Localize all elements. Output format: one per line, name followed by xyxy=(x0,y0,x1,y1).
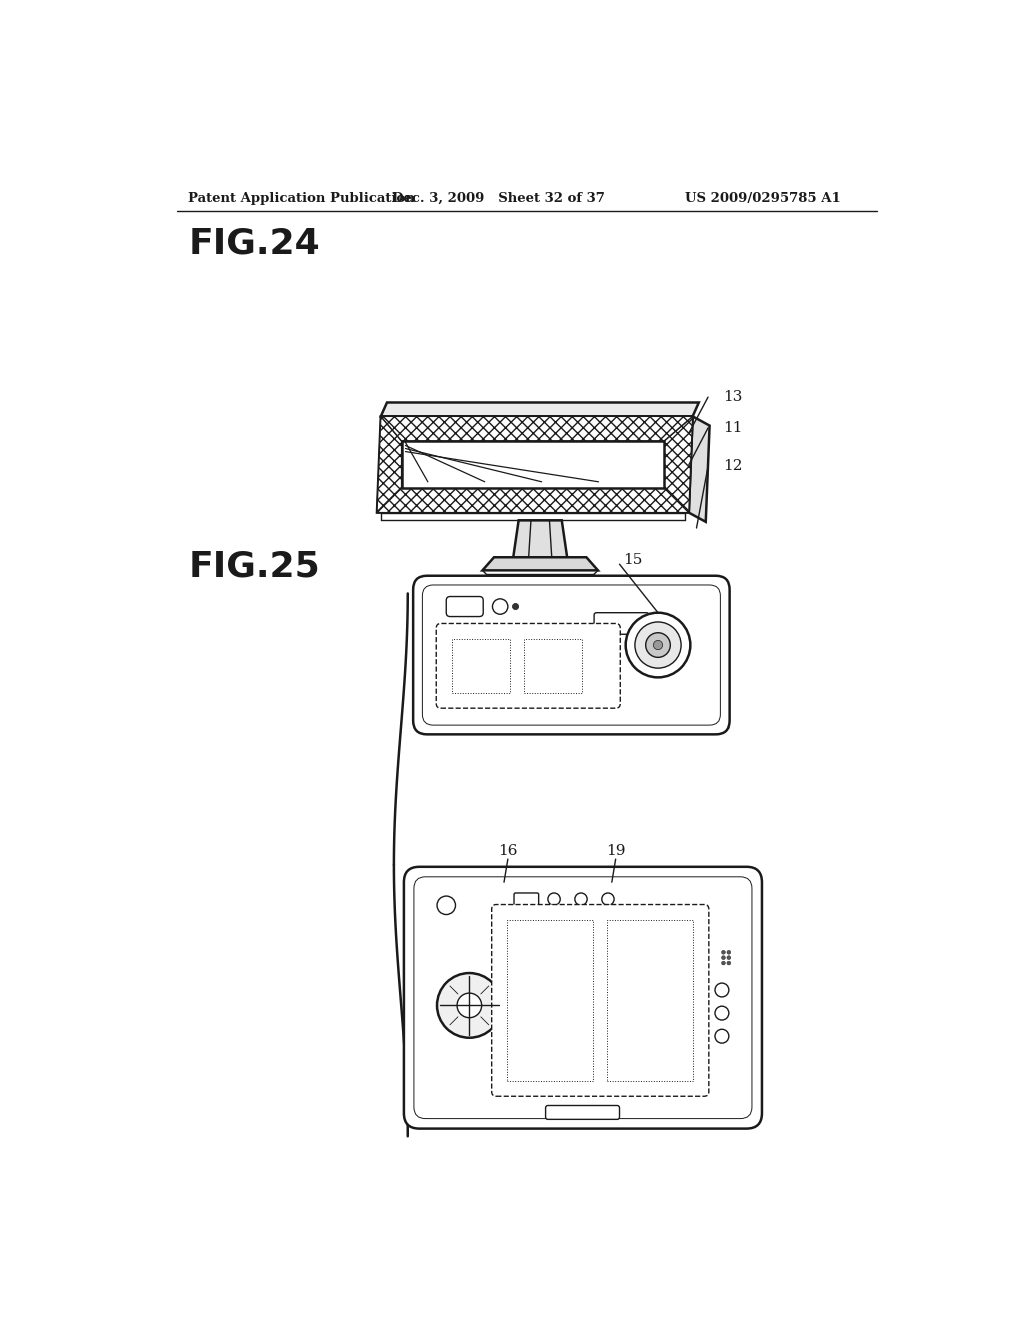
Text: 12: 12 xyxy=(724,459,743,474)
Polygon shape xyxy=(665,416,692,512)
Circle shape xyxy=(626,612,690,677)
Circle shape xyxy=(722,956,725,960)
Polygon shape xyxy=(482,557,598,570)
Polygon shape xyxy=(377,416,692,512)
Circle shape xyxy=(653,640,663,649)
Bar xyxy=(523,639,582,693)
Polygon shape xyxy=(377,416,401,512)
Polygon shape xyxy=(381,403,698,416)
Text: 16: 16 xyxy=(498,845,517,858)
Circle shape xyxy=(457,993,481,1018)
Polygon shape xyxy=(746,882,758,1118)
FancyBboxPatch shape xyxy=(436,623,621,708)
Circle shape xyxy=(727,956,731,960)
FancyBboxPatch shape xyxy=(594,612,649,635)
Circle shape xyxy=(574,892,587,906)
Circle shape xyxy=(715,1030,729,1043)
Circle shape xyxy=(722,950,725,954)
Circle shape xyxy=(512,603,518,610)
Text: FIG.25: FIG.25 xyxy=(188,549,321,583)
Text: 15: 15 xyxy=(624,553,643,568)
Text: FIG.24: FIG.24 xyxy=(188,226,321,260)
FancyBboxPatch shape xyxy=(546,1106,620,1119)
FancyBboxPatch shape xyxy=(514,892,539,907)
FancyBboxPatch shape xyxy=(413,576,730,734)
FancyBboxPatch shape xyxy=(446,597,483,616)
Polygon shape xyxy=(377,488,689,512)
Bar xyxy=(452,639,510,693)
Polygon shape xyxy=(689,416,710,521)
Circle shape xyxy=(437,973,502,1038)
Circle shape xyxy=(727,950,731,954)
Bar xyxy=(507,920,593,1081)
Circle shape xyxy=(437,896,456,915)
Circle shape xyxy=(635,622,681,668)
Text: 11: 11 xyxy=(724,421,743,434)
Polygon shape xyxy=(401,441,665,488)
Circle shape xyxy=(715,1006,729,1020)
Bar xyxy=(607,920,693,1081)
Circle shape xyxy=(715,983,729,997)
Text: 19: 19 xyxy=(606,845,626,858)
Polygon shape xyxy=(513,520,567,557)
Text: US 2009/0295785 A1: US 2009/0295785 A1 xyxy=(685,191,841,205)
Circle shape xyxy=(602,892,614,906)
Polygon shape xyxy=(716,590,728,726)
Circle shape xyxy=(646,632,671,657)
FancyBboxPatch shape xyxy=(403,867,762,1129)
Circle shape xyxy=(548,892,560,906)
Text: 13: 13 xyxy=(724,391,742,404)
Circle shape xyxy=(727,961,731,965)
Text: Patent Application Publication: Patent Application Publication xyxy=(188,191,415,205)
Text: Dec. 3, 2009   Sheet 32 of 37: Dec. 3, 2009 Sheet 32 of 37 xyxy=(392,191,605,205)
Polygon shape xyxy=(381,416,692,441)
Circle shape xyxy=(722,961,725,965)
FancyBboxPatch shape xyxy=(492,904,709,1096)
Circle shape xyxy=(493,599,508,614)
